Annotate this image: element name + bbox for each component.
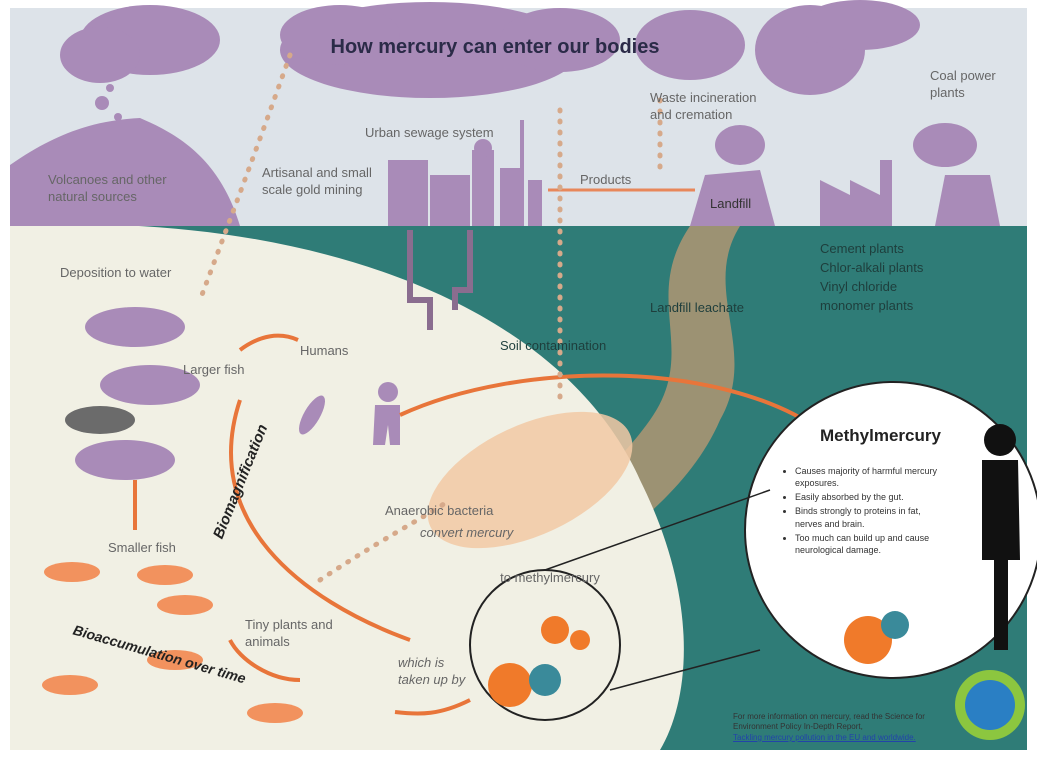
source-label: Products bbox=[580, 172, 631, 189]
panel-circle-shape bbox=[984, 424, 1016, 456]
chain-label: convert mercury bbox=[420, 525, 513, 542]
source-label: Volcanoes and other natural sources bbox=[48, 172, 188, 206]
footer-text: For more information on mercury, read th… bbox=[733, 712, 948, 733]
panel-circle-shape bbox=[881, 611, 909, 639]
human-shape bbox=[378, 382, 398, 402]
footer: For more information on mercury, read th… bbox=[733, 712, 948, 743]
landfill-mound-shape bbox=[715, 125, 765, 165]
footer-link[interactable]: Tackling mercury pollution in the EU and… bbox=[733, 733, 916, 742]
source-label: Waste incineration and cremation bbox=[650, 90, 775, 124]
city-shape bbox=[528, 180, 542, 226]
industry-list: Cement plants Chlor-alkali plants Vinyl … bbox=[820, 240, 930, 315]
chain-label: Smaller fish bbox=[108, 540, 176, 557]
chain-label: to methylmercury bbox=[500, 570, 600, 587]
bullet: Causes majority of harmful mercury expos… bbox=[795, 465, 945, 489]
chain-label: Larger fish bbox=[183, 362, 244, 379]
bullet: Too much can build up and cause neurolog… bbox=[795, 532, 945, 556]
infographic: How mercury can enter our bodies Volcano… bbox=[0, 0, 1037, 758]
source-label: Landfill bbox=[710, 196, 751, 213]
zoom-circle-shape bbox=[541, 616, 569, 644]
globe bbox=[955, 670, 1025, 740]
fish-shape bbox=[247, 703, 303, 723]
fish-shape bbox=[85, 307, 185, 347]
chain-label: which is taken up by bbox=[398, 655, 478, 689]
city-shape bbox=[472, 150, 494, 226]
fish-shape bbox=[75, 440, 175, 480]
city-shape bbox=[520, 120, 524, 226]
source-label: Soil contamination bbox=[500, 338, 606, 355]
globe-shape bbox=[965, 680, 1015, 730]
fish-shape bbox=[44, 562, 100, 582]
zoom-circle-shape bbox=[570, 630, 590, 650]
fish-shape bbox=[42, 675, 98, 695]
chain-label: Humans bbox=[300, 343, 348, 360]
clouds-shape bbox=[106, 84, 114, 92]
source-label: Coal power plants bbox=[930, 68, 1000, 102]
clouds-shape bbox=[60, 27, 140, 83]
city-shape bbox=[388, 160, 428, 226]
power-plant-shape bbox=[913, 123, 977, 167]
fish-shape bbox=[137, 565, 193, 585]
power-plant-shape bbox=[935, 175, 1000, 226]
industry-label: Chlor-alkali plants bbox=[820, 259, 930, 278]
city-shape bbox=[430, 175, 470, 226]
chain-label: Deposition to water bbox=[60, 265, 171, 282]
title: How mercury can enter our bodies bbox=[300, 34, 690, 60]
industry-label: Vinyl chloride monomer plants bbox=[820, 278, 930, 316]
bullet: Easily absorbed by the gut. bbox=[795, 491, 945, 503]
city-shape bbox=[500, 168, 520, 226]
zoom-circle-shape bbox=[488, 663, 532, 707]
fish-shape bbox=[157, 595, 213, 615]
clouds-shape bbox=[800, 0, 920, 50]
industry-label: Cement plants bbox=[820, 240, 930, 259]
source-label: Landfill leachate bbox=[650, 300, 744, 317]
source-label: Artisanal and small scale gold mining bbox=[262, 165, 382, 199]
bullet-list: Causes majority of harmful mercury expos… bbox=[785, 465, 945, 558]
zoom-circle bbox=[470, 570, 620, 720]
fish-shape bbox=[65, 406, 135, 434]
bullet: Binds strongly to proteins in fat, nerve… bbox=[795, 505, 945, 529]
source-label: Urban sewage system bbox=[365, 125, 494, 142]
chain-label: Anaerobic bacteria bbox=[385, 503, 493, 520]
panel-title: Methylmercury bbox=[820, 425, 941, 447]
clouds-shape bbox=[95, 96, 109, 110]
chain-label: Tiny plants and animals bbox=[245, 617, 335, 651]
zoom-circle-shape bbox=[529, 664, 561, 696]
